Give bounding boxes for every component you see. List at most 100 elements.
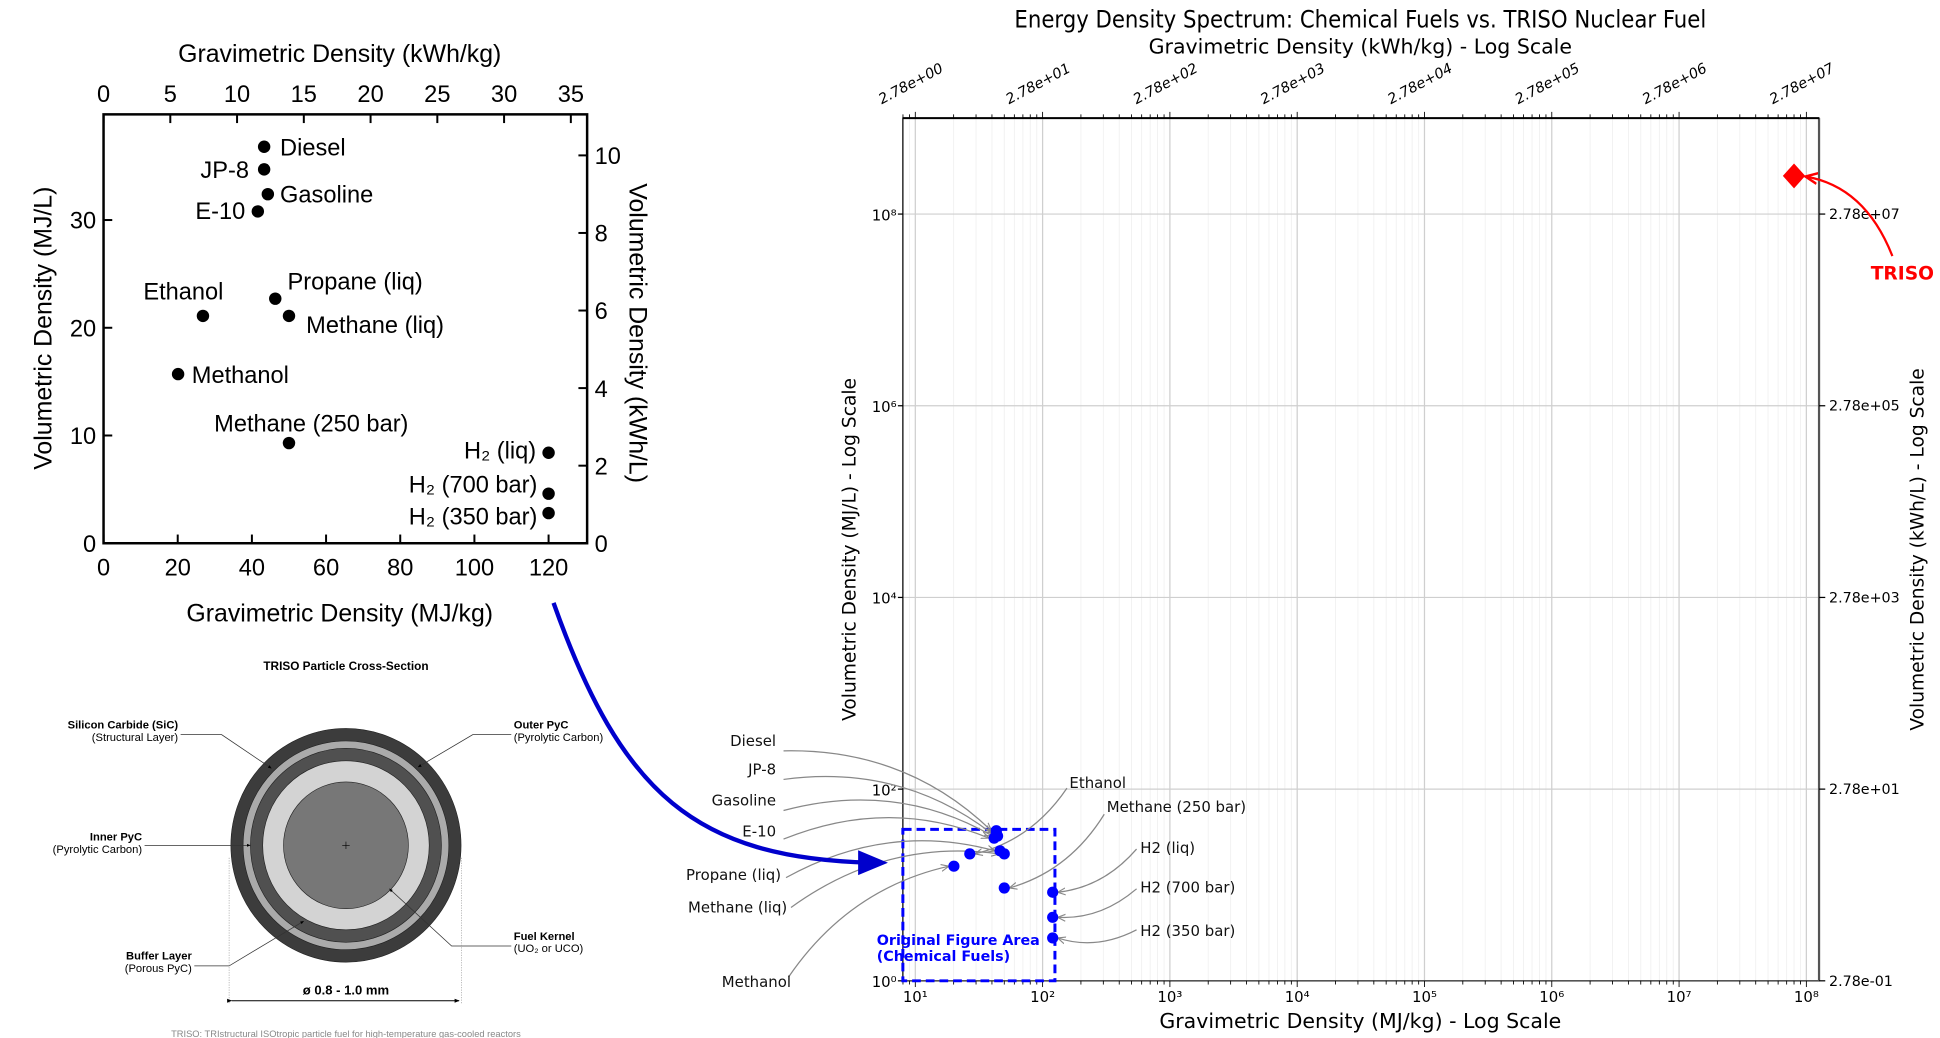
data-point [542,506,555,520]
y2-tick-label: 4 [595,377,608,403]
layer-name: Outer PyC [514,719,569,731]
data-point [196,309,210,323]
annotation-arrow [787,866,949,978]
annotation-arrow [1009,813,1105,888]
x-tick-label: 20 [165,556,191,582]
log-energy-density-chart: 10¹ 2.78e+00 10² 2.78e+01 10³ 2.78e+02 10⁴ 2.78… [686,5,1934,1033]
data-point [282,309,296,323]
x-tick-label: 10¹ [903,988,928,1006]
point-label: Propane (liq) [686,866,781,884]
x2-tick-label: 20 [357,82,383,108]
annotation-arrow [1058,848,1138,892]
point-label: E-10 [742,823,776,841]
data-point [542,487,555,500]
point-label: Methane (250 bar) [1107,798,1246,816]
y2-tick-label: 2.78e+07 [1829,207,1900,223]
point-label: JP-8 [200,158,249,184]
plot-frame [902,117,1820,982]
x2-tick-label: 2.78e+04 [1385,61,1455,108]
x-axis-label: Gravimetric Density (MJ/kg) [186,600,493,628]
y-tick-label: 0 [83,532,96,558]
y2-tick-label: 2.78e-01 [1829,974,1893,990]
point-label: E-10 [195,199,245,225]
leader-line [180,734,272,769]
x2-tick-label: 35 [558,82,584,108]
x2-tick-label: 2.78e+06 [1640,61,1710,108]
triso-label: TRISO [1871,264,1934,285]
point-label: Methane (liq) [688,898,787,916]
point-label: Propane (liq) [288,270,423,296]
x2-tick-label: 10 [224,82,250,108]
annotation-arrow [1058,888,1137,918]
point-label: H2 (700 bar) [1140,879,1235,897]
point-label: Diesel [730,732,776,750]
x2-tick-label: 2.78e+03 [1258,61,1328,108]
point-label: H2 (350 bar) [1140,922,1235,940]
annotation-arrow [783,799,993,836]
x-tick-label: 80 [387,556,413,582]
x2-tick-label: 0 [97,82,110,108]
connector-arrowhead [858,850,888,876]
point-label: Diesel [280,135,346,161]
x2-tick-label: 5 [164,82,177,108]
y-tick-label: 10⁸ [872,206,897,224]
point-label: Gasoline [712,792,776,810]
point-label: Ethanol [1069,774,1126,792]
point-label: JP-8 [747,760,776,778]
layer-subtitle: (UO₂ or UCO) [514,943,584,955]
y-tick-label: 10 [70,424,96,450]
connector-arrow [551,602,888,876]
data-point [269,292,282,305]
point-label: Methane (250 bar) [214,411,408,437]
triso-cross-section-diagram: TRISO Particle Cross-Section Silicon Carb… [53,659,604,1038]
x2-tick-label: 30 [491,82,517,108]
data-point [257,140,271,153]
y2-tick-label: 2 [595,454,608,480]
y2-tick-label: 2.78e+03 [1829,590,1900,606]
point-label: H₂ (700 bar) [409,472,538,498]
y2-tick-label: 8 [595,222,608,248]
triso-annotation-arrow [1805,177,1894,257]
y-axis-label: Volumetric Density (MJ/L) [29,187,57,470]
data-point [251,205,265,218]
point-label: Gasoline [280,183,373,209]
point-label: H₂ (350 bar) [409,505,538,531]
data-point [542,446,555,459]
data-point [998,848,1010,860]
annotation-arrow [783,775,992,834]
x-axis-label: Gravimetric Density (MJ/kg) - Log Scale [1159,1009,1561,1033]
y2-tick-label: 10 [595,144,621,170]
data-point [998,882,1010,894]
x2-tick-label: 2.78e+02 [1131,61,1201,108]
diagram-title: TRISO Particle Cross-Section [263,659,428,673]
data-point [257,163,271,176]
x-tick-label: 0 [97,556,110,582]
annotation-arrow [783,750,992,831]
point-label: H₂ (liq) [464,439,536,465]
original-figure-region [901,827,1057,983]
x2-tick-label: 2.78e+07 [1767,61,1837,108]
x-tick-label: 10⁶ [1539,988,1564,1006]
point-label: Methane (liq) [306,313,444,339]
data-point [1047,886,1059,898]
y2-tick-label: 6 [595,299,608,325]
data-point [988,832,1000,844]
x2-tick-label: 2.78e+01 [1003,61,1073,108]
x-tick-label: 10⁴ [1285,988,1310,1006]
chart-title: Energy Density Spectrum: Chemical Fuels … [1014,5,1706,33]
x-tick-label: 100 [455,556,494,582]
x-tick-label: 10² [1030,988,1055,1006]
data-point [1047,932,1059,944]
y-tick-label: 10⁶ [872,398,897,416]
x-tick-label: 10⁷ [1667,988,1692,1006]
layer-subtitle: (Structural Layer) [92,732,179,744]
triso-point [1782,163,1806,189]
point-label: H2 (liq) [1140,839,1195,857]
y2-tick-label: 2.78e+01 [1829,782,1900,798]
x-tick-label: 10³ [1157,988,1182,1006]
data-point [964,848,976,860]
y2-axis-label: Volumetric Density (kWh/L) [623,183,651,483]
leader-line [389,888,512,947]
x2-tick-label: 2.78e+05 [1513,61,1583,108]
